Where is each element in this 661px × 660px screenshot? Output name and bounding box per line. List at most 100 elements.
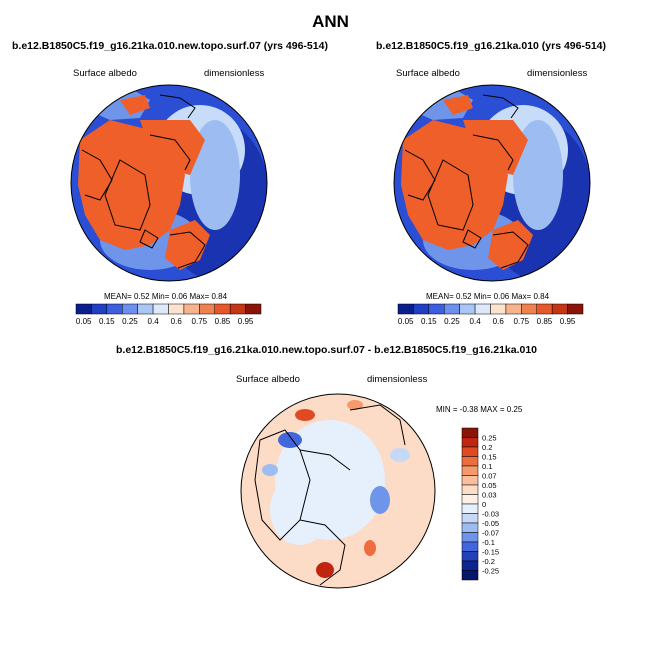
- panel2-colorbar-box: [490, 303, 507, 315]
- panel3-colorbar-tick-label: 0.03: [482, 491, 497, 500]
- panel2-colorbar-box: [413, 303, 430, 315]
- panel1-colorbar-box: [106, 303, 123, 315]
- panel3-field: [241, 394, 435, 588]
- panel3-stats: MIN = -0.38 MAX = 0.25: [436, 405, 522, 414]
- panel2-min-label: Min=: [473, 292, 492, 301]
- panel3-colorbar-box: [461, 475, 479, 486]
- panel1-map-border: [70, 84, 268, 282]
- panel1-map: [70, 84, 268, 282]
- panel1-right-label: dimensionless: [204, 68, 265, 79]
- panel1-stats: MEAN= 0.52 Min= 0.06 Max= 0.84: [104, 292, 227, 301]
- panel2-field: [394, 85, 590, 281]
- panel2-colorbar-box: [551, 303, 568, 315]
- panel2-mean-label: MEAN=: [426, 292, 454, 301]
- panel3-map: [240, 393, 436, 589]
- panel1-colorbar-tick-label: 0.85: [215, 317, 231, 326]
- panel3-max-label: MAX =: [480, 405, 505, 414]
- panel1-mean-value: 0.52: [134, 292, 150, 301]
- panel3-colorbar-box: [461, 551, 479, 562]
- panel1-colorbar-tick-label: 0.4: [148, 317, 160, 326]
- panel1-colorbar-tick-label: 0.15: [99, 317, 115, 326]
- panel3-colorbar-tick-label: -0.05: [482, 519, 499, 528]
- panel3-colorbar-box: [461, 484, 479, 495]
- panel1-colorbar-tick-label: 0.05: [76, 317, 92, 326]
- panel3-title: b.e12.B1850C5.f19_g16.21ka.010.new.topo.…: [116, 344, 538, 356]
- panel1-mean-label: MEAN=: [104, 292, 132, 301]
- panel2-colorbar-box: [474, 303, 491, 315]
- panel3-colorbar-tick-label: 0.07: [482, 472, 497, 481]
- panel3-colorbar-box: [461, 456, 479, 467]
- panel3-colorbar-box: [461, 437, 479, 448]
- panel1-colorbar-box: [152, 303, 169, 315]
- panel3-max-value: 0.25: [506, 405, 523, 414]
- panel1-min-label: Min=: [151, 292, 170, 301]
- panel3-colorbar-tick-label: -0.25: [482, 567, 499, 576]
- panel3-min-label: MIN =: [436, 405, 458, 414]
- panel3-colorbar-tick-label: -0.15: [482, 548, 499, 557]
- panel3-colorbar-tick-label: -0.2: [482, 557, 495, 566]
- panel3-colorbar-tick-label: 0.05: [482, 481, 497, 490]
- panel2-colorbar-box: [428, 303, 445, 315]
- panel3-colorbar-box: [461, 494, 479, 505]
- panel1-colorbar-box: [137, 303, 154, 315]
- panel2-colorbar-tick-label: 0.95: [560, 317, 576, 326]
- panel1-left-label: Surface albedo: [73, 68, 137, 79]
- panel1-field: [71, 85, 267, 281]
- panel2-map: [393, 84, 591, 282]
- panel2-right-label: dimensionless: [527, 68, 588, 79]
- panel2-colorbar-box: [536, 303, 553, 315]
- panel3-colorbar-box: [461, 570, 479, 581]
- panel1-colorbar-box: [122, 303, 138, 315]
- panel3-colorbar-tick-label: 0.15: [482, 453, 497, 462]
- panel3-colorbar-box: [461, 446, 479, 457]
- panel1-colorbar-box: [214, 303, 231, 315]
- panel3-colorbar-box: [461, 503, 479, 514]
- panel2-max-label: Max=: [511, 292, 532, 301]
- panel3-colorbar-tick-label: -0.1: [482, 538, 495, 547]
- panel2-map-border: [393, 84, 591, 282]
- panel2-colorbar-box: [444, 303, 460, 315]
- panel2-max-value: 0.84: [533, 292, 550, 301]
- panel2-colorbar-tick-label: 0.05: [398, 317, 414, 326]
- panel1-colorbar-tick-label: 0.25: [122, 317, 138, 326]
- panel1-min-value: 0.06: [171, 292, 188, 301]
- panel3-colorbar-box: [461, 427, 479, 438]
- panel3-right-label: dimensionless: [367, 374, 428, 385]
- panel1-colorbar-tick-label: 0.6: [171, 317, 183, 326]
- panel3-colorbar-tick-label: 0: [482, 500, 486, 509]
- panel1-title: b.e12.B1850C5.f19_g16.21ka.010.new.topo.…: [12, 40, 328, 52]
- panel2-colorbar-box: [459, 303, 476, 315]
- panel2-colorbar-tick-label: 0.4: [470, 317, 482, 326]
- panel1-colorbar-box: [229, 303, 246, 315]
- panel2-colorbar-box: [521, 303, 537, 315]
- panel3-colorbar-box: [461, 465, 479, 476]
- panel2-left-label: Surface albedo: [396, 68, 460, 79]
- panel3-min-value: -0.38: [459, 405, 479, 414]
- panel2-stats: MEAN= 0.52 Min= 0.06 Max= 0.84: [426, 292, 549, 301]
- panel2-colorbar-box: [567, 303, 584, 315]
- panel1-max-value: 0.84: [211, 292, 228, 301]
- panel1-colorbar-tick-label: 0.75: [192, 317, 208, 326]
- panel1-colorbar-tick-label: 0.95: [238, 317, 254, 326]
- panel3-colorbar-box: [461, 532, 479, 543]
- panel2-title: b.e12.B1850C5.f19_g16.21ka.010 (yrs 496-…: [376, 40, 606, 52]
- panel2-colorbar-tick-label: 0.15: [421, 317, 437, 326]
- panel2-colorbar-tick-label: 0.85: [537, 317, 553, 326]
- panel1-colorbar-box: [183, 303, 200, 315]
- panel2-colorbar-tick-label: 0.25: [444, 317, 460, 326]
- panel3-colorbar: 0.250.20.150.10.070.050.030-0.03-0.05-0.…: [461, 427, 499, 581]
- panel3-colorbar-tick-label: 0.1: [482, 462, 492, 471]
- panel3-colorbar-box: [461, 560, 479, 571]
- panel3-colorbar-tick-label: 0.25: [482, 434, 497, 443]
- panel2-colorbar: 0.05 0.15 0.25 0.4 0.6 0.75 0.85 0.95: [397, 303, 584, 326]
- panel3-colorbar-tick-label: 0.2: [482, 443, 492, 452]
- panel1-colorbar: 0.05 0.15 0.25 0.4 0.6 0.75 0.85 0.95: [75, 303, 262, 326]
- main-title: ANN: [312, 12, 349, 31]
- panel1-colorbar-box: [245, 303, 262, 315]
- panel3-left-label: Surface albedo: [236, 374, 300, 385]
- panel2-colorbar-box: [505, 303, 522, 315]
- panel3-colorbar-tick-label: -0.07: [482, 529, 499, 538]
- panel2-colorbar-tick-label: 0.75: [514, 317, 530, 326]
- panel2-min-value: 0.06: [493, 292, 510, 301]
